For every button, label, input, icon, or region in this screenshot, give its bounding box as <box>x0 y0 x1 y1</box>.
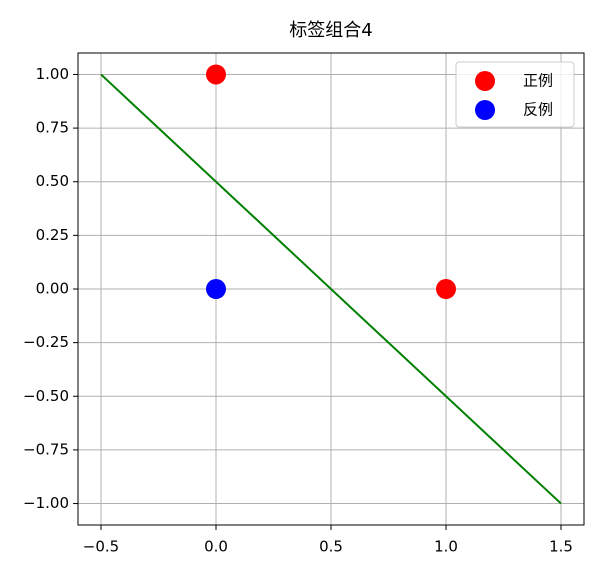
x-tick-label: −0.5 <box>83 538 119 556</box>
legend-label: 反例 <box>523 101 553 119</box>
y-tick-label: 0.25 <box>36 226 69 244</box>
legend-box <box>455 61 575 128</box>
point <box>206 279 226 299</box>
plot-frame <box>77 52 585 526</box>
legend-label: 正例 <box>523 72 553 90</box>
y-tick-label: 0.00 <box>36 280 69 298</box>
x-tick-label: 0.0 <box>204 538 228 556</box>
point <box>436 279 456 299</box>
y-tick-label: −1.00 <box>23 494 69 512</box>
y-tick-label: 1.00 <box>36 65 69 83</box>
legend-marker <box>475 71 495 91</box>
y-tick-label: 0.50 <box>36 172 69 190</box>
y-tick-label: −0.50 <box>23 387 69 405</box>
y-tick-label: 0.75 <box>36 119 69 137</box>
y-tick-label: −0.25 <box>23 333 69 351</box>
chart-title: 标签组合4 <box>289 20 372 41</box>
decision-line <box>100 73 562 505</box>
legend-marker <box>475 100 495 120</box>
point <box>206 64 226 85</box>
x-tick-label: 0.5 <box>319 538 343 556</box>
y-tick-label: −0.75 <box>23 440 69 458</box>
x-tick-label: 1.0 <box>434 538 458 556</box>
x-tick-label: 1.5 <box>549 538 573 556</box>
